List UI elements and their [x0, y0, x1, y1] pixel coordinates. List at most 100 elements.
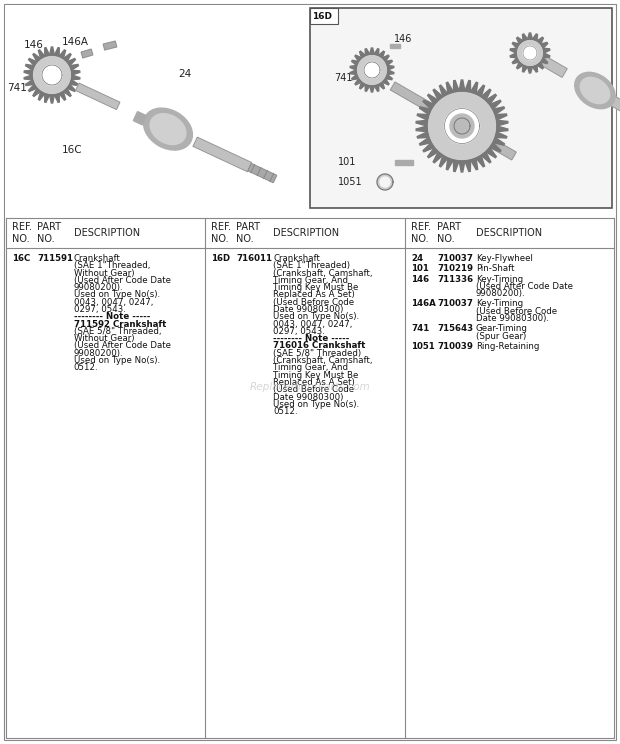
- Polygon shape: [440, 155, 448, 167]
- Polygon shape: [485, 94, 497, 104]
- Text: 101: 101: [411, 264, 429, 273]
- Ellipse shape: [575, 72, 615, 109]
- Polygon shape: [350, 70, 356, 74]
- Text: 99080200).: 99080200).: [74, 349, 123, 358]
- Polygon shape: [510, 53, 517, 58]
- Polygon shape: [67, 84, 76, 92]
- Polygon shape: [450, 114, 474, 138]
- Polygon shape: [417, 132, 429, 138]
- Polygon shape: [453, 80, 459, 92]
- Polygon shape: [512, 42, 520, 48]
- Polygon shape: [55, 94, 60, 103]
- Text: -------- Note -----: -------- Note -----: [273, 334, 350, 343]
- Text: Key-Timing: Key-Timing: [476, 299, 523, 309]
- Text: 101: 101: [338, 157, 356, 167]
- Text: 710037: 710037: [437, 299, 473, 309]
- Polygon shape: [490, 143, 501, 152]
- Polygon shape: [69, 80, 78, 86]
- Polygon shape: [391, 82, 464, 130]
- Polygon shape: [416, 121, 427, 126]
- Text: 99080200).: 99080200).: [476, 289, 526, 298]
- Polygon shape: [460, 122, 516, 160]
- Polygon shape: [370, 48, 374, 54]
- Text: 710037: 710037: [437, 254, 473, 263]
- Text: Gear-Timing: Gear-Timing: [476, 324, 528, 333]
- Text: 99080200).: 99080200).: [74, 283, 123, 292]
- Polygon shape: [386, 60, 392, 65]
- Text: Used on Type No(s).: Used on Type No(s).: [74, 290, 160, 299]
- Text: PART
NO.: PART NO.: [37, 222, 61, 244]
- Polygon shape: [433, 89, 443, 100]
- Polygon shape: [50, 47, 55, 55]
- Polygon shape: [379, 82, 384, 89]
- Text: DESCRIPTION: DESCRIPTION: [476, 228, 542, 238]
- Polygon shape: [528, 67, 533, 73]
- Text: 710039: 710039: [437, 342, 473, 351]
- Text: Replaced As A Set): Replaced As A Set): [273, 378, 355, 387]
- Polygon shape: [471, 158, 477, 170]
- Text: Date 99080300).: Date 99080300).: [476, 314, 549, 323]
- Polygon shape: [24, 70, 33, 75]
- Polygon shape: [459, 161, 465, 172]
- Text: 0043, 0047, 0247,: 0043, 0047, 0247,: [273, 320, 353, 329]
- Polygon shape: [440, 85, 448, 97]
- Text: 16C: 16C: [62, 145, 82, 155]
- Polygon shape: [45, 94, 50, 103]
- Polygon shape: [33, 89, 41, 97]
- Polygon shape: [417, 114, 429, 121]
- Text: Timing Key Must Be: Timing Key Must Be: [273, 371, 358, 379]
- Text: (Crankshaft, Camshaft,: (Crankshaft, Camshaft,: [273, 269, 373, 278]
- Text: Key-Flywheel: Key-Flywheel: [476, 254, 533, 263]
- Polygon shape: [59, 50, 66, 59]
- Text: (Used After Code Date: (Used After Code Date: [74, 276, 170, 285]
- Text: (SAE 1"Threaded): (SAE 1"Threaded): [273, 261, 350, 270]
- Text: Replaced As A Set): Replaced As A Set): [273, 290, 355, 299]
- Polygon shape: [476, 85, 485, 97]
- Text: REF.
NO.: REF. NO.: [411, 222, 431, 244]
- Polygon shape: [471, 83, 477, 94]
- Bar: [310, 8, 612, 208]
- Text: 146A: 146A: [411, 299, 436, 309]
- Polygon shape: [25, 65, 34, 70]
- Polygon shape: [380, 177, 390, 187]
- Polygon shape: [423, 100, 435, 109]
- Bar: [5, 5, 615, 217]
- Text: (Used Before Code: (Used Before Code: [273, 298, 355, 307]
- Polygon shape: [497, 126, 508, 132]
- Polygon shape: [350, 65, 356, 70]
- Polygon shape: [543, 53, 550, 58]
- Polygon shape: [465, 160, 471, 171]
- Text: 16C: 16C: [12, 254, 30, 263]
- Text: Crankshaft: Crankshaft: [273, 254, 320, 263]
- Text: REF.
NO.: REF. NO.: [211, 222, 231, 244]
- Text: (Used After Code Date: (Used After Code Date: [476, 282, 573, 291]
- Text: Ring-Retaining: Ring-Retaining: [476, 342, 539, 351]
- Text: 741: 741: [334, 73, 353, 83]
- Polygon shape: [379, 51, 384, 58]
- Polygon shape: [481, 89, 491, 100]
- Text: DESCRIPTION: DESCRIPTION: [74, 228, 140, 238]
- Polygon shape: [516, 39, 544, 67]
- Polygon shape: [481, 152, 491, 163]
- Polygon shape: [38, 92, 45, 100]
- Polygon shape: [29, 84, 37, 92]
- Text: ReplacementParts.com: ReplacementParts.com: [250, 382, 370, 392]
- Text: (Used Before Code: (Used Before Code: [476, 307, 557, 315]
- Polygon shape: [446, 83, 453, 94]
- Ellipse shape: [150, 114, 186, 144]
- Polygon shape: [465, 80, 471, 92]
- Text: 711336: 711336: [437, 275, 474, 283]
- Bar: [310, 8, 338, 24]
- Polygon shape: [355, 55, 361, 61]
- Polygon shape: [38, 50, 45, 59]
- Text: (SAE 5/8" Threaded,: (SAE 5/8" Threaded,: [74, 327, 161, 336]
- Text: 716016 Crankshaft: 716016 Crankshaft: [273, 341, 366, 350]
- Polygon shape: [446, 158, 453, 170]
- Text: REF.
NO.: REF. NO.: [12, 222, 32, 244]
- Polygon shape: [516, 62, 523, 68]
- Text: 16D: 16D: [312, 11, 332, 21]
- Polygon shape: [377, 174, 393, 190]
- Polygon shape: [533, 65, 538, 72]
- Text: Pin-Shaft: Pin-Shaft: [476, 264, 515, 273]
- Polygon shape: [370, 86, 374, 92]
